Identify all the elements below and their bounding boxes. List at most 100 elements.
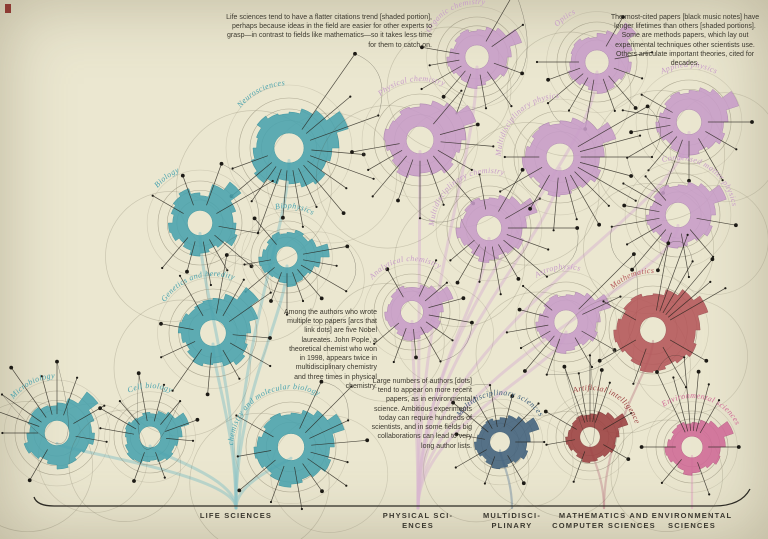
paper-needle xyxy=(209,239,228,271)
paper-needle xyxy=(310,451,348,463)
author-dot xyxy=(630,267,634,272)
author-dot xyxy=(691,260,694,263)
author-dot xyxy=(717,399,721,402)
category-environmental-sciences: ENVIRONMENTAL SCIENCES xyxy=(651,511,733,530)
author-dot xyxy=(610,225,613,228)
author-dot xyxy=(736,445,741,449)
author-dot xyxy=(237,488,242,493)
author-dot xyxy=(377,114,380,117)
paper-needle xyxy=(624,205,660,213)
paper-needle xyxy=(493,62,523,74)
author-dot xyxy=(687,275,691,279)
author-dot xyxy=(660,481,664,484)
field-label: Neurosciences xyxy=(234,78,285,110)
halo-circle xyxy=(68,409,181,522)
halo-circle xyxy=(669,92,768,203)
author-dot xyxy=(488,384,492,387)
author-dot xyxy=(371,195,374,198)
paper-needle xyxy=(216,254,228,314)
author-dot xyxy=(55,359,59,364)
field-chart-physical-chemistry: Physical chemistry xyxy=(316,74,520,249)
author-dot xyxy=(629,174,633,178)
field-chart-cell-biology: Cell biology xyxy=(68,371,200,522)
author-dot xyxy=(651,51,654,54)
year-ring xyxy=(245,401,337,493)
author-dot xyxy=(734,223,738,228)
paper-needle xyxy=(244,259,272,265)
author-dot xyxy=(633,106,638,110)
paper-needle xyxy=(161,237,189,269)
citation-profile xyxy=(567,22,637,94)
author-dot xyxy=(666,241,671,246)
citation-profile xyxy=(251,108,349,188)
citation-profile xyxy=(474,414,540,470)
paper-needle xyxy=(63,377,78,416)
paper-needle xyxy=(239,459,276,491)
paper-needle xyxy=(413,328,417,358)
paper-needle xyxy=(669,339,707,362)
halo-circle xyxy=(423,416,530,523)
paper-needle xyxy=(503,395,513,428)
author-dot xyxy=(161,266,164,270)
author-link-arc xyxy=(354,53,383,116)
paper-needle xyxy=(0,411,40,427)
author-dot xyxy=(385,267,390,272)
paper-needle xyxy=(450,239,475,261)
author-dot xyxy=(521,481,526,486)
author-dot xyxy=(250,200,253,203)
paper-needle xyxy=(613,67,643,79)
paper-needle xyxy=(455,449,487,468)
paper-needle xyxy=(705,131,737,150)
paper-needle xyxy=(166,438,194,442)
paper-needle xyxy=(232,334,271,339)
author-dot xyxy=(301,225,304,228)
author-dot xyxy=(281,215,285,220)
paper-needle xyxy=(574,171,610,207)
author-dot xyxy=(521,23,525,26)
author-dot xyxy=(347,419,350,422)
paper-needle xyxy=(665,258,713,316)
annotation-nobel-authors: Among the authors who wrote multiple top… xyxy=(284,309,377,390)
paper-needle xyxy=(182,175,194,206)
author-dot xyxy=(546,77,550,82)
author-dot xyxy=(345,290,348,293)
year-ring-outer xyxy=(624,161,732,269)
halo-circle xyxy=(394,285,495,385)
paper-needle xyxy=(218,225,258,234)
citation-profile xyxy=(177,287,259,367)
author-dot xyxy=(224,253,229,257)
year-ring-outer xyxy=(225,84,353,212)
author-dot xyxy=(454,466,457,469)
author-dot xyxy=(231,167,234,170)
author-dot xyxy=(575,226,580,230)
paper-needle xyxy=(298,168,317,208)
author-dot xyxy=(27,478,32,483)
paper-needle xyxy=(479,246,487,282)
paper-needle xyxy=(186,241,196,272)
paper-needle xyxy=(311,439,368,446)
citation-profile xyxy=(168,181,242,257)
paper-needle xyxy=(292,272,304,302)
author-dot xyxy=(269,500,273,504)
author-dot xyxy=(499,293,502,296)
author-dot xyxy=(451,339,454,342)
year-ring xyxy=(436,16,518,98)
paper-needle xyxy=(179,275,204,317)
citation-profile xyxy=(258,229,330,287)
author-dot xyxy=(0,393,4,396)
citation-profile xyxy=(124,410,190,464)
author-dot xyxy=(118,400,121,403)
author-dot xyxy=(724,287,727,290)
paper-needle xyxy=(648,136,678,171)
author-dot xyxy=(98,406,102,411)
author-dot xyxy=(602,300,605,303)
author-dot xyxy=(319,296,324,301)
author-dot xyxy=(418,217,422,220)
citation-profile xyxy=(253,409,345,488)
author-dot xyxy=(1,431,4,435)
author-dot xyxy=(626,457,631,461)
author-link-arc xyxy=(647,106,661,158)
year-ring-outer xyxy=(597,274,709,386)
author-dot xyxy=(672,376,675,379)
